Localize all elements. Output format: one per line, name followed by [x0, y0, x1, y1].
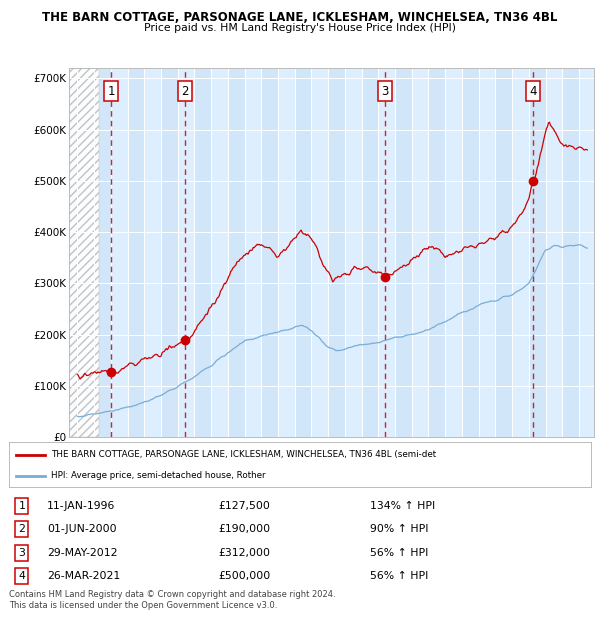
Bar [161, 68, 178, 437]
Text: THE BARN COTTAGE, PARSONAGE LANE, ICKLESHAM, WINCHELSEA, TN36 4BL: THE BARN COTTAGE, PARSONAGE LANE, ICKLES… [43, 11, 557, 24]
Bar [496, 68, 512, 437]
Text: 3: 3 [382, 85, 389, 98]
Text: £312,000: £312,000 [218, 547, 271, 557]
Bar [295, 68, 311, 437]
Text: 29-MAY-2012: 29-MAY-2012 [47, 547, 118, 557]
Text: 4: 4 [19, 571, 25, 581]
Bar [328, 68, 345, 437]
Text: 56% ↑ HPI: 56% ↑ HPI [370, 547, 428, 557]
Text: 56% ↑ HPI: 56% ↑ HPI [370, 571, 428, 581]
Bar [362, 68, 379, 437]
Bar [462, 68, 479, 437]
Text: £127,500: £127,500 [218, 500, 271, 511]
Text: Price paid vs. HM Land Registry's House Price Index (HPI): Price paid vs. HM Land Registry's House … [144, 23, 456, 33]
Text: 2: 2 [19, 524, 25, 534]
Bar [194, 68, 211, 437]
Text: THE BARN COTTAGE, PARSONAGE LANE, ICKLESHAM, WINCHELSEA, TN36 4BL (semi-det: THE BARN COTTAGE, PARSONAGE LANE, ICKLES… [51, 450, 436, 459]
Text: Contains HM Land Registry data © Crown copyright and database right 2024.
This d: Contains HM Land Registry data © Crown c… [9, 590, 335, 609]
Bar [94, 68, 111, 437]
Bar [228, 68, 245, 437]
Bar [529, 68, 545, 437]
Bar [128, 68, 144, 437]
Text: 4: 4 [529, 85, 536, 98]
Text: 2: 2 [181, 85, 188, 98]
Bar [428, 68, 445, 437]
Text: 01-JUN-2000: 01-JUN-2000 [47, 524, 116, 534]
Text: HPI: Average price, semi-detached house, Rother: HPI: Average price, semi-detached house,… [51, 471, 266, 480]
Bar [61, 68, 77, 437]
Text: £500,000: £500,000 [218, 571, 271, 581]
Bar [395, 68, 412, 437]
Text: 90% ↑ HPI: 90% ↑ HPI [370, 524, 428, 534]
Text: £190,000: £190,000 [218, 524, 271, 534]
Text: 134% ↑ HPI: 134% ↑ HPI [370, 500, 435, 511]
Text: 3: 3 [19, 547, 25, 557]
Bar [261, 68, 278, 437]
Text: 11-JAN-1996: 11-JAN-1996 [47, 500, 115, 511]
Text: 1: 1 [107, 85, 115, 98]
Bar [562, 68, 579, 437]
Text: 1: 1 [19, 500, 25, 511]
Text: 26-MAR-2021: 26-MAR-2021 [47, 571, 120, 581]
